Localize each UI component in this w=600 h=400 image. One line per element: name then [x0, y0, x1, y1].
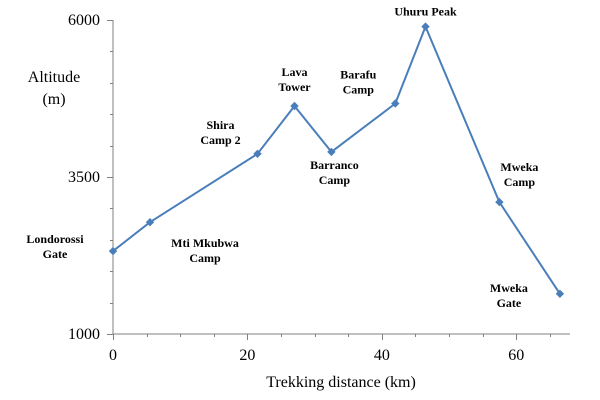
- data-point-label: Mweka: [500, 160, 538, 174]
- y-tick-label: 1000: [68, 326, 100, 343]
- y-tick-label: 6000: [68, 12, 100, 29]
- x-tick-label: 40: [374, 347, 390, 364]
- chart-ticks: [107, 20, 551, 340]
- chart-tick-labels: 1000 3500 6000 0 20 40 60: [68, 12, 524, 364]
- data-point-label: Camp: [504, 175, 536, 189]
- y-axis-title-line1: Altitude: [28, 69, 80, 86]
- data-point-marker: [253, 149, 262, 158]
- x-axis-title: Trekking distance (km): [266, 374, 416, 391]
- data-point-label: Lava: [281, 65, 307, 79]
- x-tick-label: 60: [508, 347, 524, 364]
- data-point-marker: [391, 99, 400, 108]
- data-point-label: Camp: [189, 251, 221, 265]
- data-point-marker: [108, 246, 118, 256]
- data-point-label: Camp: [319, 173, 351, 187]
- data-point-marker: [555, 289, 565, 298]
- data-point-label: Gate: [43, 247, 68, 261]
- data-point-label: Mti Mkubwa: [171, 236, 239, 250]
- data-point-label: Tower: [278, 80, 311, 94]
- x-tick-label: 0: [109, 347, 117, 364]
- y-axis-title-line2: (m): [42, 91, 65, 108]
- data-point-label: Barranco: [310, 158, 359, 172]
- x-tick-label: 20: [239, 347, 255, 364]
- series-altitude: [108, 22, 565, 298]
- data-point-marker: [327, 147, 336, 157]
- data-point-marker: [421, 22, 430, 31]
- data-point-marker: [145, 218, 155, 227]
- chart-axis-titles: Altitude (m) Trekking distance (km): [28, 69, 416, 391]
- data-point-label: Mweka: [490, 281, 528, 295]
- data-point-label: Londorossi: [26, 232, 84, 246]
- data-point-marker: [495, 197, 504, 207]
- y-tick-label: 3500: [68, 169, 100, 186]
- data-point-label: Camp: [343, 83, 375, 97]
- data-point-marker: [290, 101, 299, 111]
- data-point-label: Camp 2: [200, 133, 240, 147]
- data-point-label: Uhuru Peak: [394, 5, 457, 19]
- data-point-label: Gate: [497, 296, 522, 310]
- data-point-label: Shira: [206, 118, 234, 132]
- data-point-label: Barafu: [340, 68, 376, 82]
